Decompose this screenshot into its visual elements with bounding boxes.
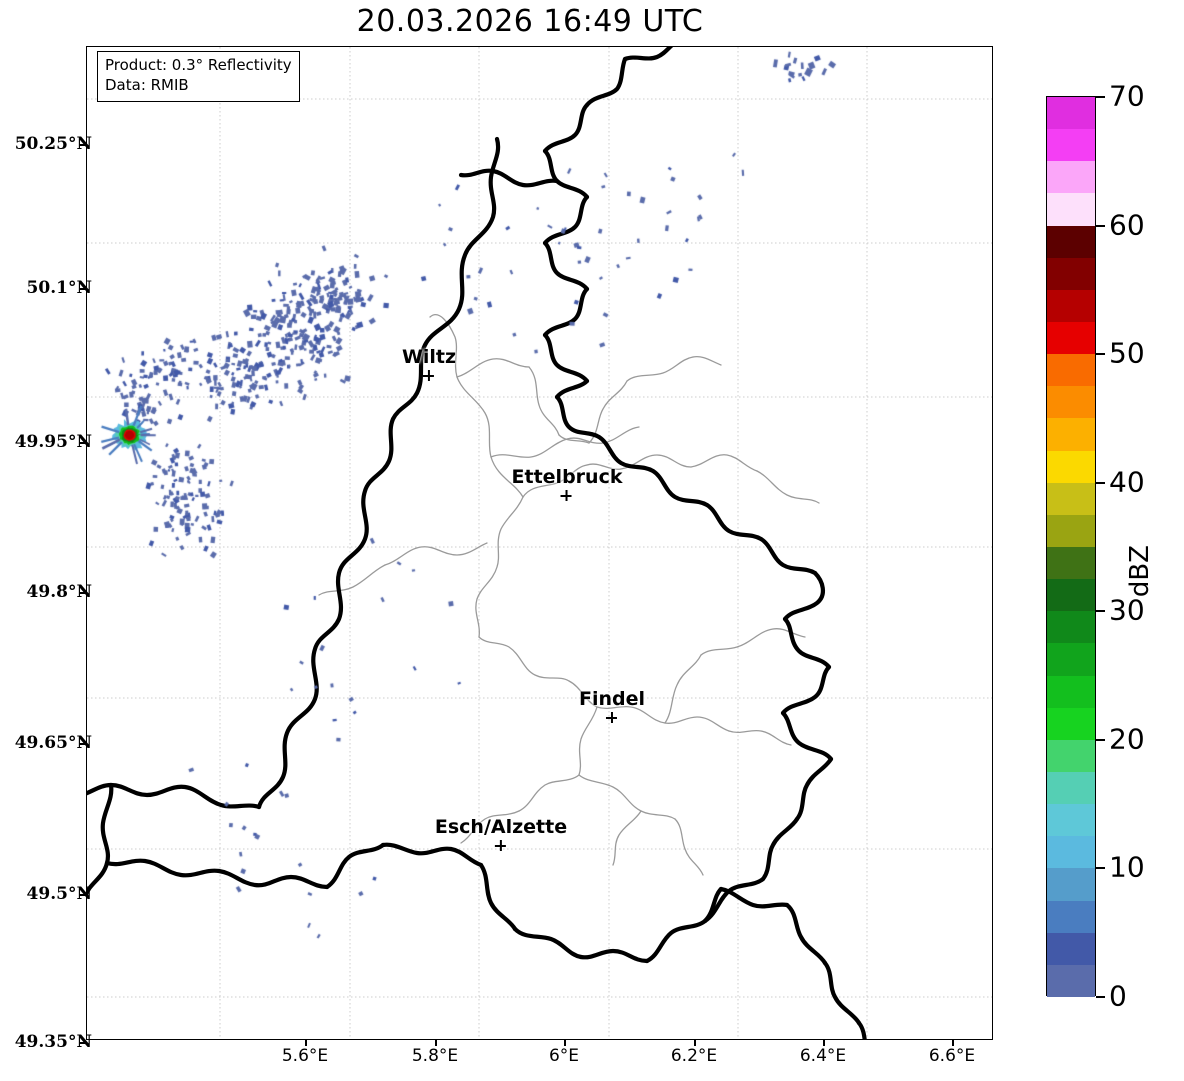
colorbar-tick-mark bbox=[1096, 96, 1105, 98]
x-tick-label: 6°E bbox=[548, 1046, 580, 1066]
colorbar-band bbox=[1047, 257, 1095, 290]
colorbar-tick-mark bbox=[1096, 996, 1105, 998]
map-clip bbox=[87, 47, 992, 1039]
y-tick-label: 49.8°N bbox=[26, 582, 92, 602]
colorbar-tick-label: 40 bbox=[1109, 465, 1145, 499]
x-tick-mark bbox=[694, 1040, 696, 1046]
colorbar-band bbox=[1047, 386, 1095, 419]
x-tick-label: 6.4°E bbox=[799, 1046, 847, 1066]
colorbar[interactable] bbox=[1046, 96, 1096, 997]
colorbar-tick-mark bbox=[1096, 738, 1105, 741]
colorbar-band bbox=[1047, 868, 1095, 901]
y-tick-label: 49.35°N bbox=[14, 1032, 92, 1052]
city-label-wiltz: Wiltz bbox=[402, 346, 456, 383]
colorbar-band bbox=[1047, 546, 1095, 580]
colorbar-band bbox=[1047, 804, 1095, 837]
colorbar-band bbox=[1047, 643, 1095, 676]
city-marker-icon bbox=[605, 711, 619, 725]
y-tick-mark bbox=[80, 592, 86, 594]
city-marker-icon bbox=[494, 839, 508, 853]
colorbar-band bbox=[1047, 707, 1095, 740]
colorbar-band bbox=[1047, 354, 1095, 387]
colorbar-tick-mark bbox=[1096, 224, 1105, 227]
colorbar-tick-label: 70 bbox=[1109, 79, 1145, 113]
colorbar-tick-mark bbox=[1096, 481, 1105, 484]
colorbar-band bbox=[1047, 129, 1095, 162]
city-name: Esch/Alzette bbox=[434, 816, 568, 838]
colorbar-tick-mark bbox=[1096, 610, 1105, 613]
colorbar-tick-label: 30 bbox=[1109, 593, 1145, 627]
colorbar-band bbox=[1047, 450, 1095, 483]
y-tick-label: 49.5°N bbox=[26, 884, 92, 904]
colorbar-band bbox=[1047, 611, 1095, 644]
info-product-line: Product: 0.3° Reflectivity bbox=[105, 56, 292, 74]
x-tick-label: 6.2°E bbox=[670, 1046, 718, 1066]
colorbar-band bbox=[1047, 579, 1095, 612]
city-marker-icon bbox=[560, 489, 574, 503]
city-label-findel: Findel bbox=[579, 688, 645, 725]
colorbar-band bbox=[1047, 161, 1095, 194]
colorbar-band bbox=[1047, 225, 1095, 258]
y-tick-mark bbox=[80, 144, 86, 146]
colorbar-tick-mark bbox=[1096, 867, 1105, 870]
colorbar-band bbox=[1047, 321, 1095, 355]
city-name: Wiltz bbox=[401, 346, 457, 368]
colorbar-axis-label: dBZ bbox=[1125, 545, 1155, 598]
y-tick-mark bbox=[80, 743, 86, 745]
y-tick-label: 50.25°N bbox=[14, 134, 92, 154]
y-tick-label: 50.1°N bbox=[26, 278, 92, 298]
colorbar-band bbox=[1047, 482, 1095, 515]
x-tick-label: 5.8°E bbox=[411, 1046, 459, 1066]
y-tick-mark bbox=[80, 1042, 86, 1044]
y-tick-mark bbox=[80, 288, 86, 290]
x-tick-label: 5.6°E bbox=[281, 1046, 329, 1066]
colorbar-band bbox=[1047, 739, 1095, 772]
city-name: Findel bbox=[578, 688, 646, 710]
city-label-ettelbruck: Ettelbruck bbox=[511, 466, 623, 503]
colorbar-tick-label: 60 bbox=[1109, 208, 1145, 242]
colorbar-band bbox=[1047, 97, 1095, 130]
colorbar-tick-label: 20 bbox=[1109, 722, 1145, 756]
colorbar-band bbox=[1047, 900, 1095, 933]
x-tick-mark bbox=[952, 1040, 954, 1046]
colorbar-band bbox=[1047, 836, 1095, 869]
colorbar-tick-label: 50 bbox=[1109, 336, 1145, 370]
y-tick-mark bbox=[80, 442, 86, 444]
colorbar-band bbox=[1047, 675, 1095, 708]
x-tick-mark bbox=[435, 1040, 437, 1046]
page-title: 20.03.2026 16:49 UTC bbox=[356, 4, 704, 39]
city-label-esch-alzette: Esch/Alzette bbox=[435, 816, 567, 853]
city-name: Ettelbruck bbox=[511, 466, 623, 488]
colorbar-band bbox=[1047, 964, 1095, 997]
product-info-box: Product: 0.3° Reflectivity Data: RMIB bbox=[97, 51, 300, 102]
y-tick-mark bbox=[80, 894, 86, 896]
colorbar-band bbox=[1047, 771, 1095, 805]
x-tick-label: 6.6°E bbox=[928, 1046, 976, 1066]
colorbar-tick-label: 10 bbox=[1109, 850, 1145, 884]
colorbar-band bbox=[1047, 193, 1095, 226]
colorbar-band bbox=[1047, 418, 1095, 451]
colorbar-band bbox=[1047, 289, 1095, 322]
x-tick-mark bbox=[564, 1040, 566, 1046]
colorbar-band bbox=[1047, 514, 1095, 547]
colorbar-tick-label: 0 bbox=[1109, 979, 1127, 1013]
y-tick-label: 49.95°N bbox=[14, 432, 92, 452]
city-marker-icon bbox=[422, 369, 436, 383]
y-tick-label: 49.65°N bbox=[14, 733, 92, 753]
colorbar-band bbox=[1047, 932, 1095, 965]
x-tick-mark bbox=[823, 1040, 825, 1046]
x-tick-mark bbox=[305, 1040, 307, 1046]
radar-map-panel[interactable]: Wiltz Ettelbruck Findel Esch/Alzette bbox=[86, 46, 993, 1040]
colorbar-tick-mark bbox=[1096, 353, 1105, 356]
radar-echo-layer bbox=[87, 47, 992, 1039]
info-data-line: Data: RMIB bbox=[105, 75, 189, 94]
